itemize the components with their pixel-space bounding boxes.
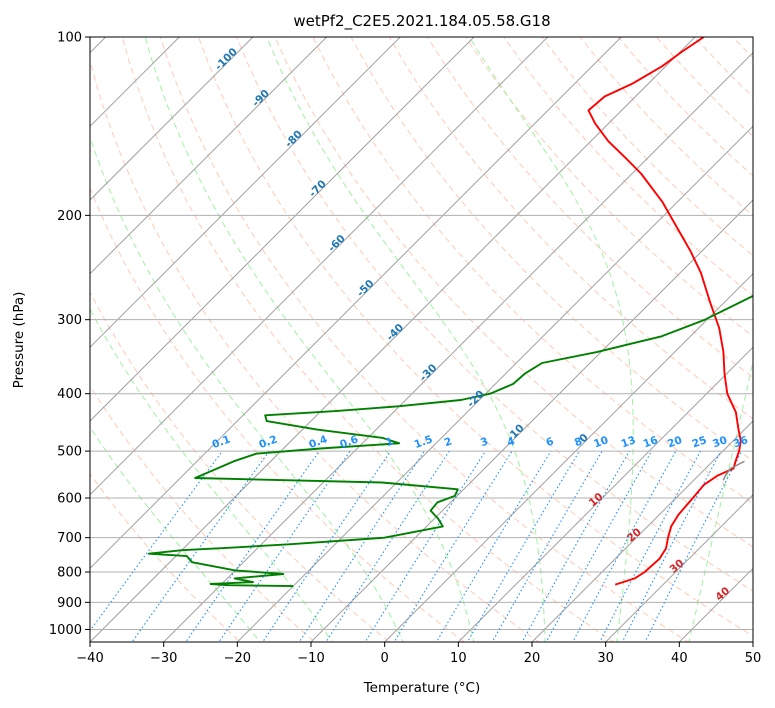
- sounding-series: [147, 37, 753, 588]
- mixing-ratio-label: 16: [642, 434, 660, 450]
- mixing-ratio-label: 36: [732, 434, 750, 450]
- mixing-ratio-label: 3: [479, 435, 490, 449]
- isotherm-line: [90, 37, 475, 422]
- isotherm-line: [90, 37, 181, 128]
- dry-adiabat-line: [503, 37, 753, 297]
- dry-adiabat-line: [90, 384, 316, 642]
- moist-adiabat-line: [90, 308, 333, 642]
- isotherm-line: [531, 420, 753, 642]
- x-tick-label: 50: [745, 651, 762, 666]
- dry-adiabat-line: [90, 59, 540, 642]
- mixing-ratio-label: 0.2: [257, 433, 279, 451]
- isotherm-line: [90, 37, 549, 496]
- mixing-ratio-line: [435, 450, 552, 642]
- dry-adiabat-line: [197, 37, 753, 637]
- x-tick-label: 40: [671, 651, 688, 666]
- mixing-ratio-line: [131, 450, 270, 642]
- moist-adiabat-line: [144, 37, 475, 642]
- y-tick-label: 200: [57, 209, 82, 224]
- isotherm-line: [90, 37, 254, 201]
- dewpoint-line: [147, 294, 753, 588]
- mixing-ratio-line: [466, 450, 580, 642]
- y-tick-label: 100: [57, 31, 82, 46]
- isotherm-line: [90, 37, 696, 642]
- x-tick-label: 0: [381, 651, 389, 666]
- mixing-ratio-label: 1.5: [413, 433, 435, 451]
- background-lines: [90, 37, 753, 642]
- mixing-ratio-label: 0.6: [338, 433, 360, 451]
- dry-adiabat-line: [236, 37, 753, 592]
- mixing-ratio-line: [218, 450, 351, 642]
- mixing-ratio-label: 2: [443, 435, 454, 449]
- mixing-ratio-line: [298, 450, 425, 642]
- mixing-ratio-label: 4: [506, 435, 517, 449]
- x-axis: −40 −30 −20 −10 0 10 20 30 40 50: [76, 642, 761, 666]
- mixing-ratio-label: 25: [691, 434, 709, 450]
- temperature-line: [587, 37, 742, 586]
- x-axis-label: Temperature (°C): [363, 680, 481, 696]
- mixing-ratio-line: [393, 450, 513, 642]
- mixing-ratio-label: 0.4: [307, 433, 329, 451]
- isotherm-line: [604, 493, 753, 642]
- mixing-ratio-label: 0.1: [211, 433, 233, 451]
- mixing-ratio-line: [325, 450, 450, 642]
- x-tick-label: 20: [524, 651, 541, 666]
- y-tick-label: 700: [57, 531, 82, 546]
- y-tick-label: 400: [57, 387, 82, 402]
- dry-adiabat-line: [159, 37, 690, 642]
- y-tick-label: 1000: [49, 623, 82, 638]
- y-axis: 1000 900 800 700 600 500 400 300 200 100: [49, 31, 90, 638]
- x-tick-label: 30: [597, 651, 614, 666]
- y-tick-label: 900: [57, 596, 82, 611]
- mixing-ratio-line: [599, 450, 701, 642]
- dry-adiabat-line: [90, 186, 465, 642]
- mixing-ratio-line: [545, 450, 653, 642]
- y-tick-label: 600: [57, 492, 82, 507]
- mixing-ratio-label: 13: [620, 434, 638, 450]
- mixing-ratio-line: [364, 450, 486, 642]
- mixing-ratio-label: 20: [666, 434, 684, 450]
- isotherm-line: [383, 272, 753, 642]
- y-tick-label: 500: [57, 445, 82, 460]
- mixing-ratio-line: [491, 450, 603, 642]
- chart-title: wetPf2_C2E5.2021.184.05.58.G18: [293, 12, 550, 31]
- isotherm-line: [90, 37, 623, 570]
- isotherm-line: [90, 37, 328, 275]
- mixing-ratio-label: 10: [592, 434, 610, 450]
- x-tick-label: −30: [150, 651, 177, 666]
- moist-adiabat-line: [469, 37, 634, 642]
- mixing-ratio-line: [572, 450, 677, 642]
- dry-adiabat-line: [426, 37, 753, 378]
- x-tick-label: −10: [297, 651, 324, 666]
- dry-adiabat-line: [465, 37, 753, 338]
- isotherm-line: [236, 125, 753, 642]
- x-tick-label: 10: [450, 651, 467, 666]
- dry-adiabat-line: [312, 37, 753, 505]
- dry-adiabat-line: [90, 472, 241, 642]
- mixing-ratio-line: [262, 450, 392, 642]
- x-tick-label: −40: [76, 651, 103, 666]
- mixing-ratio-label: 8: [573, 435, 584, 449]
- isotherm-line: [90, 37, 402, 349]
- y-tick-label: 800: [57, 566, 82, 581]
- mixing-ratio-label: 1: [384, 435, 395, 449]
- mixing-ratio-label: 30: [711, 434, 729, 450]
- dry-adiabat-line: [121, 37, 615, 642]
- mixing-ratio-lines: [90, 450, 743, 642]
- x-tick-label: −20: [224, 651, 251, 666]
- mixing-ratio-label: 6: [544, 435, 555, 449]
- plot-frame: [89, 36, 754, 643]
- y-tick-label: 300: [57, 313, 82, 328]
- parcel-marker-line: [722, 460, 745, 481]
- moist-adiabat-line: [266, 37, 546, 642]
- dry-adiabat-line: [90, 291, 391, 642]
- isotherm-line: [457, 346, 753, 642]
- y-axis-label: Pressure (hPa): [11, 292, 27, 389]
- isotherm-line: [310, 199, 753, 642]
